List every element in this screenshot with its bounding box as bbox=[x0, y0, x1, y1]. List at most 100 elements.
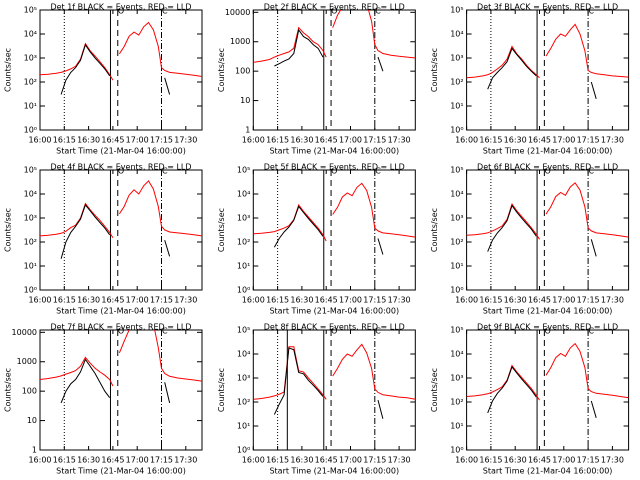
y-tick-label: 10³ bbox=[24, 54, 37, 63]
x-tick-label: 16:30 bbox=[77, 136, 100, 145]
x-tick-label: 17:00 bbox=[552, 296, 575, 305]
y-tick-label: 10¹ bbox=[450, 422, 463, 431]
y-tick-label: 1 bbox=[32, 446, 37, 455]
annotation: O bbox=[118, 327, 124, 336]
y-tick-label: 10² bbox=[450, 238, 463, 247]
y-tick-label: 10³ bbox=[237, 374, 250, 383]
panel: Det 5f BLACK = Events, RED = LLD Start Ti… bbox=[217, 163, 416, 316]
x-tick-label: 17:15 bbox=[150, 456, 173, 465]
plot-area bbox=[253, 170, 416, 290]
y-axis-label: Counts/sec bbox=[4, 48, 13, 92]
panel: Det 9f BLACK = Events, RED = LLD Start Ti… bbox=[430, 323, 630, 476]
x-tick-label: 16:15 bbox=[53, 456, 76, 465]
x-tick-label: 16:30 bbox=[504, 296, 527, 305]
x-tick-label: 17:15 bbox=[363, 296, 386, 305]
series-line bbox=[253, 343, 416, 400]
series-line bbox=[60, 358, 171, 404]
series-line bbox=[60, 203, 171, 259]
y-tick-label: 10¹ bbox=[237, 422, 250, 431]
x-tick-label: 16:45 bbox=[528, 296, 551, 305]
annotation: O bbox=[331, 7, 337, 16]
x-tick-label: 17:30 bbox=[388, 296, 411, 305]
x-tick-label: 17:30 bbox=[601, 456, 624, 465]
annotation: O bbox=[331, 167, 337, 176]
series-line bbox=[273, 205, 384, 255]
x-tick-label: 16:15 bbox=[479, 296, 502, 305]
x-tick-label: 16:15 bbox=[53, 136, 76, 145]
chart-title: Det 5f BLACK = Events, RED = LLD bbox=[264, 163, 405, 172]
x-axis-label: Start Time (21-Mar-04 16:00:00) bbox=[269, 147, 399, 156]
plot-area bbox=[466, 10, 629, 130]
plot-area bbox=[40, 10, 202, 130]
annotation: C bbox=[375, 7, 381, 16]
plot-frame bbox=[466, 329, 630, 451]
x-tick-label: 16:45 bbox=[315, 296, 338, 305]
y-tick-label: 10¹ bbox=[24, 102, 37, 111]
series-line bbox=[253, 10, 416, 63]
plot-frame bbox=[466, 169, 630, 291]
x-tick-label: 17:30 bbox=[174, 296, 197, 305]
y-tick-label: 10² bbox=[237, 398, 250, 407]
x-axis-label: Start Time (21-Mar-04 16:00:00) bbox=[269, 467, 399, 476]
x-tick-label: 16:15 bbox=[266, 296, 289, 305]
x-tick-label: 16:15 bbox=[53, 296, 76, 305]
x-tick-label: 16:30 bbox=[290, 136, 313, 145]
y-axis-label: Counts/sec bbox=[430, 48, 439, 92]
y-axis-label: Counts/sec bbox=[4, 368, 13, 412]
y-axis-label: Counts/sec bbox=[217, 208, 226, 252]
y-tick-label: 10³ bbox=[450, 214, 463, 223]
x-tick-label: 17:30 bbox=[601, 296, 624, 305]
y-tick-label: 10³ bbox=[450, 54, 463, 63]
y-tick-label: 10⁴ bbox=[24, 30, 37, 39]
y-tick-label: 100 bbox=[235, 67, 250, 76]
chart-title: Det 1f BLACK = Events, RED = LLD bbox=[50, 3, 191, 12]
y-tick-label: 10⁰ bbox=[450, 286, 463, 295]
x-tick-label: 17:30 bbox=[174, 456, 197, 465]
x-axis-label: Start Time (21-Mar-04 16:00:00) bbox=[483, 467, 613, 476]
panel: Det 2f BLACK = Events, RED = LLD Start Ti… bbox=[217, 3, 416, 156]
x-tick-label: 17:00 bbox=[552, 136, 575, 145]
x-tick-label: 16:30 bbox=[77, 296, 100, 305]
x-tick-label: 17:00 bbox=[126, 296, 149, 305]
plot-frame bbox=[252, 9, 416, 131]
x-axis-label: Start Time (21-Mar-04 16:00:00) bbox=[269, 307, 399, 316]
annotation: C bbox=[375, 327, 381, 336]
annotation: O bbox=[544, 167, 550, 176]
annotation: C bbox=[589, 7, 595, 16]
y-tick-label: 10¹ bbox=[237, 262, 250, 271]
y-tick-label: 10⁴ bbox=[450, 30, 463, 39]
y-tick-label: 10⁵ bbox=[450, 326, 463, 335]
x-tick-label: 16:00 bbox=[242, 136, 265, 145]
y-tick-label: 10⁵ bbox=[24, 6, 37, 15]
y-tick-label: 10⁰ bbox=[237, 286, 250, 295]
series-line bbox=[466, 23, 629, 79]
x-tick-label: 16:15 bbox=[266, 136, 289, 145]
x-tick-label: 17:15 bbox=[363, 456, 386, 465]
x-tick-label: 17:30 bbox=[601, 136, 624, 145]
x-tick-label: 16:45 bbox=[101, 136, 124, 145]
y-tick-label: 10⁰ bbox=[24, 126, 37, 135]
y-tick-label: 10⁰ bbox=[450, 446, 463, 455]
panel: Det 3f BLACK = Events, RED = LLD Start Ti… bbox=[430, 3, 630, 156]
x-tick-label: 17:15 bbox=[363, 136, 386, 145]
y-tick-label: 1 bbox=[245, 126, 250, 135]
y-tick-label: 10² bbox=[450, 398, 463, 407]
y-tick-label: 10⁵ bbox=[24, 166, 37, 175]
y-tick-label: 10000 bbox=[12, 328, 37, 337]
y-axis-label: Counts/sec bbox=[4, 208, 13, 252]
chart-title: Det 2f BLACK = Events, RED = LLD bbox=[264, 3, 405, 12]
x-tick-label: 17:30 bbox=[388, 136, 411, 145]
plot-frame bbox=[466, 9, 630, 131]
plot-area bbox=[40, 330, 202, 450]
x-tick-label: 17:15 bbox=[150, 136, 173, 145]
y-tick-label: 10² bbox=[24, 238, 37, 247]
y-axis-label: Counts/sec bbox=[217, 368, 226, 412]
y-axis-label: Counts/sec bbox=[430, 208, 439, 252]
series-line bbox=[466, 342, 629, 401]
y-tick-label: 10³ bbox=[450, 374, 463, 383]
y-tick-label: 10 bbox=[240, 96, 250, 105]
x-tick-label: 16:00 bbox=[455, 136, 478, 145]
chart-title: Det 3f BLACK = Events, RED = LLD bbox=[477, 3, 618, 12]
x-tick-label: 16:45 bbox=[101, 296, 124, 305]
